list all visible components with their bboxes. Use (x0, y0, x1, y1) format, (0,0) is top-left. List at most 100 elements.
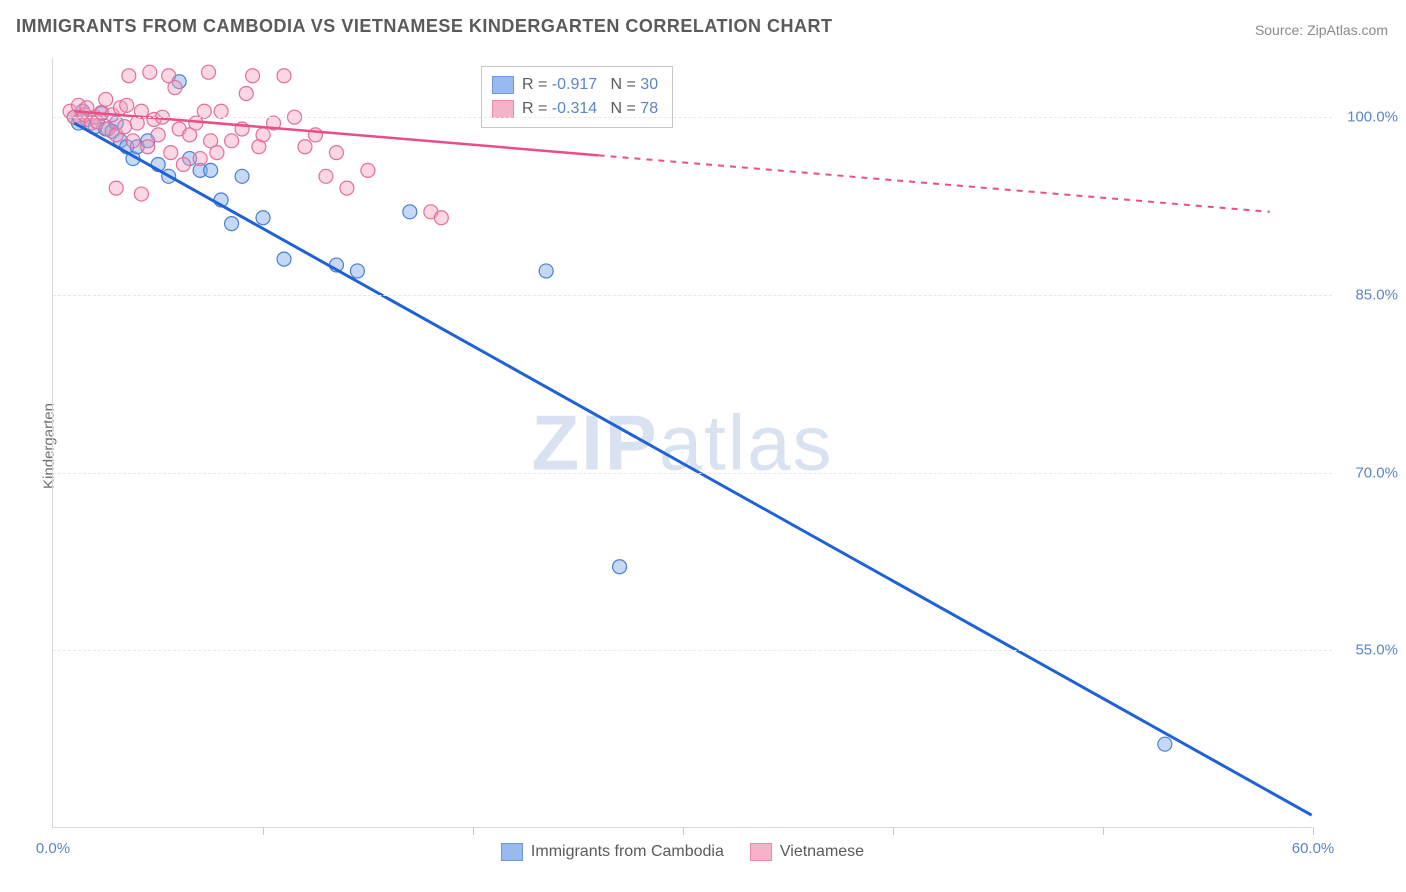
scatter-point-cambodia (172, 75, 186, 89)
scatter-point-vietnamese (176, 157, 190, 171)
gridline-y (53, 295, 1332, 296)
scatter-point-vietnamese (183, 128, 197, 142)
scatter-point-cambodia (80, 113, 94, 127)
scatter-point-vietnamese (109, 181, 123, 195)
scatter-point-cambodia (126, 152, 140, 166)
legend-label: Vietnamese (780, 843, 864, 861)
scatter-point-cambodia (193, 163, 207, 177)
scatter-point-vietnamese (71, 98, 85, 112)
scatter-point-vietnamese (239, 87, 253, 101)
scatter-point-vietnamese (319, 169, 333, 183)
scatter-point-vietnamese (298, 140, 312, 154)
scatter-point-cambodia (151, 157, 165, 171)
chart-title: IMMIGRANTS FROM CAMBODIA VS VIETNAMESE K… (16, 16, 833, 37)
scatter-point-vietnamese (172, 122, 186, 136)
x-tick (893, 827, 894, 835)
legend-item: Immigrants from Cambodia (501, 843, 724, 861)
legend-swatch (750, 843, 772, 861)
scatter-point-vietnamese (164, 146, 178, 160)
scatter-point-cambodia (214, 193, 228, 207)
scatter-point-vietnamese (193, 152, 207, 166)
scatter-point-vietnamese (74, 113, 88, 127)
gridline-y (53, 117, 1332, 118)
scatter-point-cambodia (76, 104, 90, 118)
scatter-point-cambodia (256, 211, 270, 225)
stats-row-cambodia: R = -0.917 N = 30 (492, 73, 658, 97)
x-tick (473, 827, 474, 835)
scatter-point-cambodia (235, 169, 249, 183)
scatter-point-vietnamese (99, 92, 113, 106)
scatter-point-vietnamese (120, 98, 134, 112)
x-tick (1313, 827, 1314, 835)
scatter-point-cambodia (105, 124, 119, 138)
scatter-point-vietnamese (126, 134, 140, 148)
scatter-point-vietnamese (113, 101, 127, 115)
scatter-point-vietnamese (204, 134, 218, 148)
scatter-point-vietnamese (101, 122, 115, 136)
scatter-point-vietnamese (63, 104, 77, 118)
scatter-point-vietnamese (277, 69, 291, 83)
stats-text: R = -0.917 N = 30 (522, 73, 658, 97)
scatter-point-vietnamese (252, 140, 266, 154)
scatter-point-vietnamese (434, 211, 448, 225)
scatter-point-vietnamese (118, 120, 132, 134)
scatter-point-vietnamese (235, 122, 249, 136)
x-tick (1103, 827, 1104, 835)
y-tick-label: 85.0% (1318, 286, 1398, 303)
legend-item: Vietnamese (750, 843, 864, 861)
scatter-point-vietnamese (134, 187, 148, 201)
trend-line-dashed-vietnamese (599, 155, 1270, 211)
legend-label: Immigrants from Cambodia (531, 843, 724, 861)
scatter-point-vietnamese (80, 101, 94, 115)
scatter-point-vietnamese (143, 65, 157, 79)
scatter-point-cambodia (204, 163, 218, 177)
series-legend: Immigrants from Cambodia Vietnamese (53, 843, 1312, 861)
scatter-point-cambodia (95, 107, 109, 121)
legend-swatch (492, 76, 514, 94)
x-tick (683, 827, 684, 835)
scatter-point-cambodia (141, 134, 155, 148)
scatter-point-vietnamese (122, 69, 136, 83)
y-tick-label: 70.0% (1318, 464, 1398, 481)
x-tick (263, 827, 264, 835)
plot-area: ZIPatlas R = -0.917 N = 30R = -0.314 N =… (52, 58, 1312, 828)
chart-svg (53, 58, 1312, 827)
legend-swatch (492, 100, 514, 118)
scatter-point-vietnamese (340, 181, 354, 195)
gridline-y (53, 650, 1332, 651)
scatter-point-vietnamese (246, 69, 260, 83)
scatter-point-vietnamese (78, 108, 92, 122)
scatter-point-vietnamese (197, 104, 211, 118)
scatter-point-cambodia (120, 140, 134, 154)
scatter-point-vietnamese (134, 104, 148, 118)
scatter-point-vietnamese (168, 81, 182, 95)
scatter-point-cambodia (1158, 737, 1172, 751)
x-tick-label: 0.0% (36, 840, 70, 857)
y-tick-label: 55.0% (1318, 642, 1398, 659)
x-tick-label: 60.0% (1292, 840, 1335, 857)
scatter-point-vietnamese (109, 128, 123, 142)
scatter-point-vietnamese (147, 113, 161, 127)
scatter-point-vietnamese (256, 128, 270, 142)
scatter-point-vietnamese (424, 205, 438, 219)
scatter-point-cambodia (99, 122, 113, 136)
scatter-point-cambodia (88, 120, 102, 134)
scatter-point-cambodia (350, 264, 364, 278)
scatter-point-vietnamese (105, 108, 119, 122)
scatter-point-vietnamese (361, 163, 375, 177)
watermark: ZIPatlas (531, 397, 833, 488)
scatter-point-vietnamese (210, 146, 224, 160)
scatter-point-cambodia (329, 258, 343, 272)
scatter-point-vietnamese (151, 128, 165, 142)
scatter-point-cambodia (162, 169, 176, 183)
gridline-y (53, 473, 1332, 474)
scatter-point-cambodia (403, 205, 417, 219)
scatter-point-cambodia (613, 560, 627, 574)
scatter-point-cambodia (183, 152, 197, 166)
scatter-point-cambodia (130, 140, 144, 154)
scatter-point-cambodia (277, 252, 291, 266)
scatter-point-vietnamese (141, 140, 155, 154)
scatter-point-vietnamese (214, 104, 228, 118)
scatter-point-cambodia (113, 134, 127, 148)
scatter-point-vietnamese (308, 128, 322, 142)
